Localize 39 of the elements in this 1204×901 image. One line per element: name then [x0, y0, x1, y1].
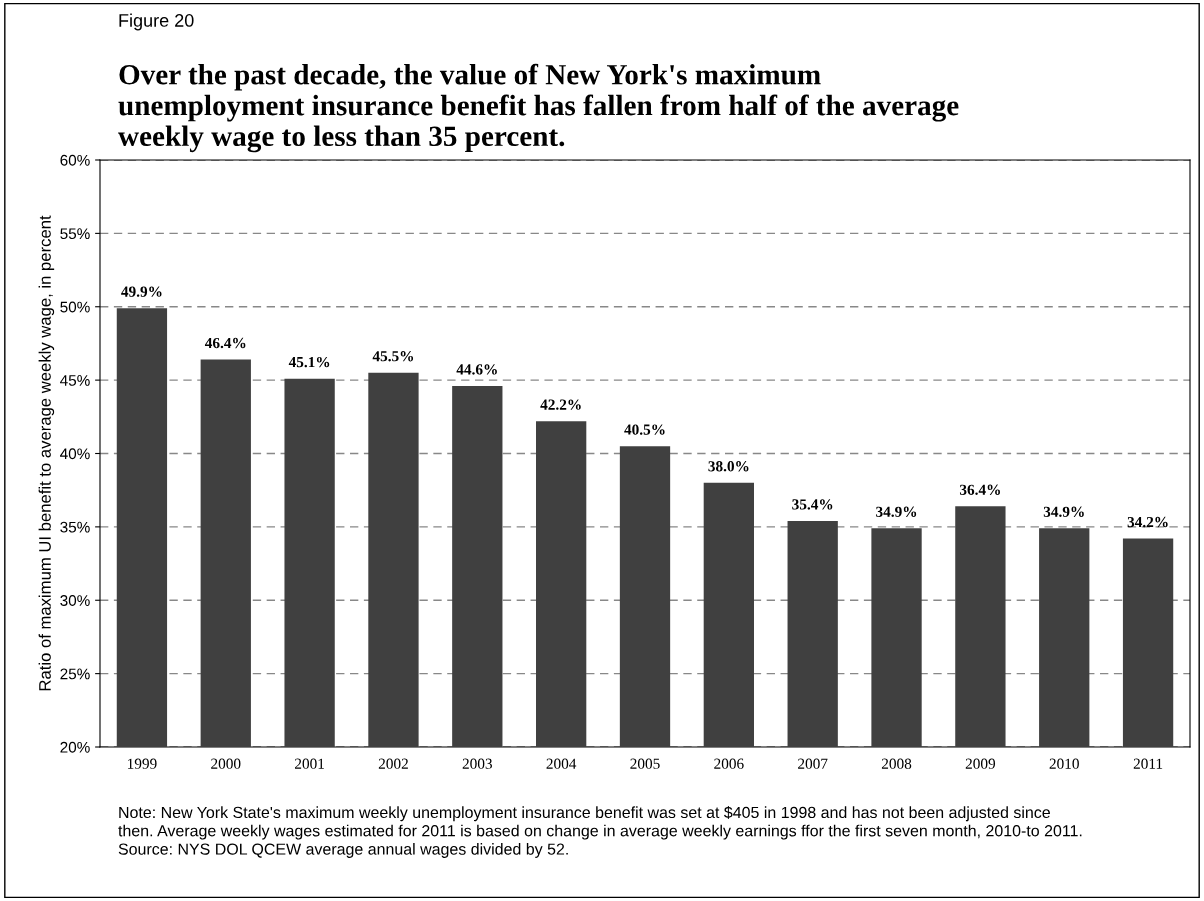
x-tick-label: 2009: [965, 758, 996, 769]
y-tick-label: 25%: [60, 668, 90, 680]
data-label: 45.1%: [288, 356, 330, 368]
data-label: 36.4%: [959, 484, 1000, 495]
x-tick-label: 2001: [295, 758, 324, 769]
x-tick-label: 2002: [378, 758, 408, 769]
y-tick-label: 60%: [60, 154, 90, 166]
data-label: 46.4%: [204, 337, 246, 349]
y-tick-label: 20%: [60, 741, 90, 753]
x-tick-label: 2000: [211, 758, 241, 769]
x-tick-label: 2011: [1133, 758, 1163, 769]
x-tick-label: 2006: [714, 758, 744, 769]
x-tick-label: 2007: [798, 758, 828, 769]
data-label: 38.0%: [708, 461, 749, 472]
data-label: 49.9%: [121, 286, 162, 297]
data-label: 42.2%: [540, 399, 581, 410]
y-tick-label: 30%: [60, 595, 90, 606]
y-tick-label: 40%: [60, 448, 90, 460]
data-label: 45.5%: [372, 351, 414, 362]
x-tick-label: 2004: [546, 758, 577, 769]
data-label: 35.4%: [792, 499, 833, 510]
data-label: 34.2%: [1127, 516, 1168, 528]
x-tick-label: 1999: [127, 758, 157, 769]
x-tick-label: 2005: [630, 758, 660, 769]
text: Note: New York State's maximum weekly unemployment insurance benefit was set at $405 in 1998 and has not been adjusted since then. Average weekly wages estimated for 2011 is based on change in average weekly earnings ffor the first seven month, 2010-to 2011. Source: NYS DOL QCEW average annual wages divided by 52.: [118, 806, 1082, 858]
data-label: 40.5%: [624, 424, 665, 435]
y-tick-label: 50%: [60, 301, 90, 313]
data-label: 34.9%: [876, 506, 917, 517]
data-label: 44.6%: [456, 364, 497, 375]
y-tick-label: 55%: [60, 228, 90, 240]
data-label: 34.9%: [1043, 506, 1084, 517]
y-axis-title: Ratio of maximum UI benefit to average weekly wage, in percent: [38, 215, 55, 691]
x-tick-label: 2010: [1049, 758, 1079, 769]
x-tick-label: 2008: [881, 758, 912, 769]
caption: Figure 20: [119, 13, 194, 31]
chart-title: Over the past decade, the value of New York's maximum unemployment insurance benefit has fallen from half of the average weekly wage to less than 35 percent.: [118, 63, 959, 153]
x-tick-label: 2003: [462, 758, 492, 769]
y-tick-label: 45%: [60, 375, 90, 386]
y-tick-label: 35%: [60, 521, 90, 533]
